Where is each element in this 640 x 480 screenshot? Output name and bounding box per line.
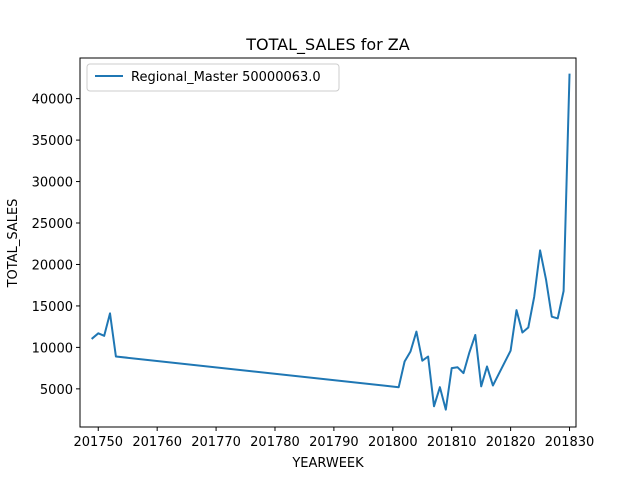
legend-box bbox=[86, 63, 340, 92]
y-axis-title: TOTAL_SALES bbox=[6, 199, 21, 289]
y-tick-label: 5000 bbox=[40, 383, 73, 398]
x-tick-label: 201750 bbox=[73, 435, 123, 450]
x-tick-label: 201770 bbox=[191, 435, 241, 450]
y-tick-label: 35000 bbox=[32, 134, 73, 149]
plot-area: 201750 201760 201770 201780 201790 201800 2018… bbox=[32, 57, 594, 450]
plot-frame bbox=[79, 57, 577, 428]
chart-title: TOTAL_SALES for ZA bbox=[245, 35, 409, 55]
x-tick-label: 201790 bbox=[309, 435, 359, 450]
x-tick-label: 201820 bbox=[486, 435, 536, 450]
series-layer bbox=[90, 73, 571, 411]
series-line bbox=[90, 73, 571, 411]
x-tick-label: 201780 bbox=[250, 435, 300, 450]
x-tick-label: 201760 bbox=[132, 435, 182, 450]
y-tick-label: 10000 bbox=[32, 341, 73, 356]
x-axis-ticks: 201750 201760 201770 201780 201790 201800 2018… bbox=[73, 427, 594, 450]
x-axis-title: YEARWEEK bbox=[291, 456, 364, 471]
y-tick-label: 25000 bbox=[32, 217, 73, 232]
y-tick-label: 15000 bbox=[32, 300, 73, 315]
x-tick-label: 201800 bbox=[368, 435, 418, 450]
y-axis-ticks: 5000 10000 15000 20000 25000 30000 35000 40000 bbox=[32, 93, 80, 398]
x-tick-label: 201810 bbox=[427, 435, 477, 450]
x-tick-label: 201830 bbox=[545, 435, 595, 450]
legend: Regional_Master 50000063.0 bbox=[86, 63, 340, 92]
legend-label: Regional_Master 50000063.0 bbox=[131, 70, 321, 85]
y-tick-label: 20000 bbox=[32, 258, 73, 273]
y-tick-label: 40000 bbox=[32, 93, 73, 108]
y-tick-label: 30000 bbox=[32, 176, 73, 191]
